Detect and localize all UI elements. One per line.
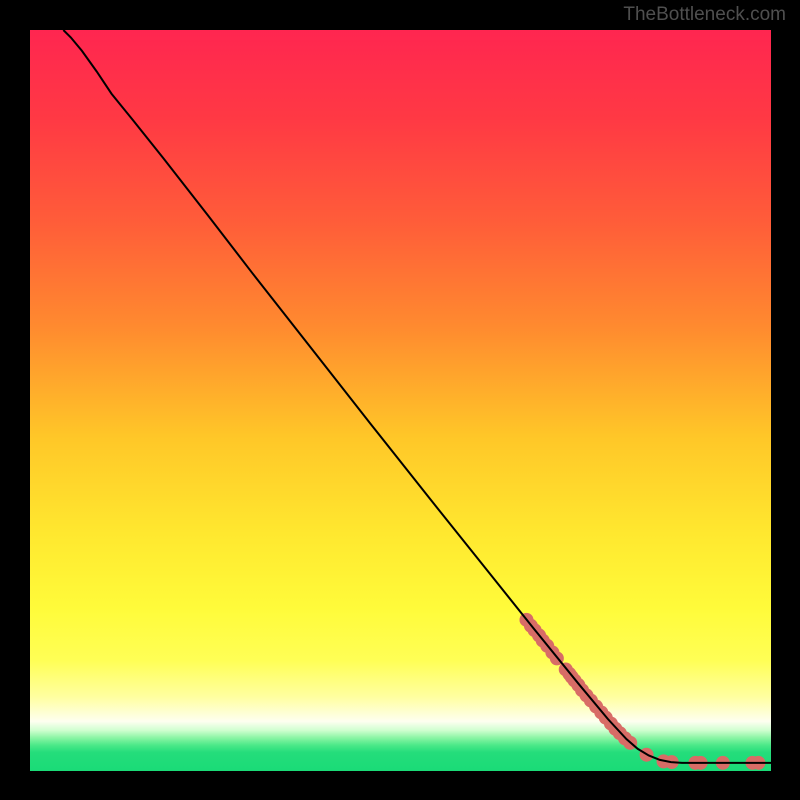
chart-markers — [519, 613, 765, 770]
chart-plot-area — [30, 30, 771, 771]
chart-curve — [63, 30, 771, 763]
attribution-text: TheBottleneck.com — [623, 4, 786, 26]
chart-curve-layer — [30, 30, 771, 771]
